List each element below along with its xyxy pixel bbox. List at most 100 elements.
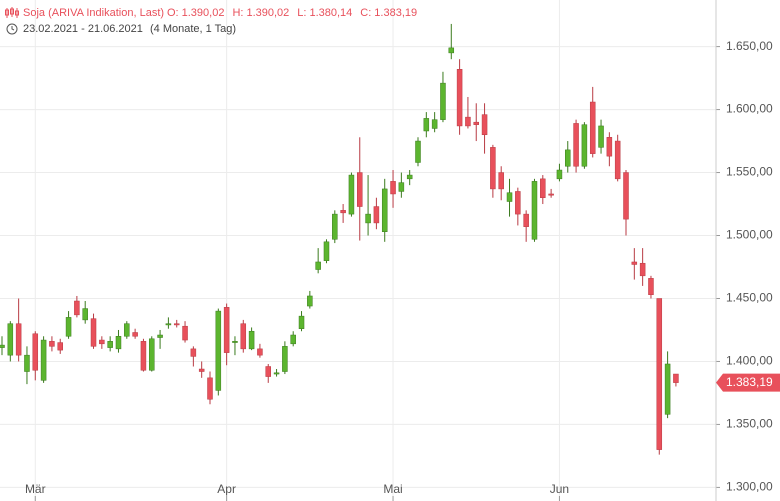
candle-body: [240, 323, 247, 350]
candle-body: [132, 332, 138, 337]
candle-body: [90, 318, 97, 347]
candle-body: [598, 125, 604, 148]
legend-value: 1.380,14: [309, 7, 352, 19]
candle-body: [332, 213, 338, 240]
candle-body: [107, 341, 113, 348]
y-tick-label: 1.300,00: [726, 480, 773, 494]
candle-body: [15, 323, 22, 356]
candle-body: [32, 333, 39, 371]
candle-body: [406, 174, 413, 180]
candle-body: [248, 330, 255, 350]
y-tick-label: 1.650,00: [726, 39, 773, 53]
y-tick-label: 1.600,00: [726, 102, 773, 116]
candle-body: [540, 178, 546, 198]
candle-body: [556, 169, 563, 180]
candle-body: [456, 69, 463, 127]
candle-body: [639, 262, 646, 277]
candle-body: [340, 210, 346, 214]
candle-body: [365, 213, 371, 224]
chart-icon: [5, 7, 19, 18]
candle-body: [589, 101, 596, 154]
candle-body: [198, 368, 205, 372]
candle-body: [581, 124, 588, 167]
candle-body: [531, 181, 538, 240]
candle-body: [473, 121, 479, 125]
candle-body: [173, 323, 180, 326]
y-tick-label: 1.350,00: [726, 417, 773, 431]
x-tick-label: Mär: [25, 482, 46, 496]
legend-label: O:: [167, 7, 179, 19]
candle-body: [82, 308, 88, 321]
candle-body: [673, 373, 679, 383]
candle-body: [223, 307, 230, 353]
candle-body: [115, 336, 122, 350]
candle-body: [481, 114, 488, 136]
candle-body: [124, 323, 130, 337]
candle-body: [74, 300, 80, 316]
grid: [0, 0, 716, 501]
legend-value: 1.383,19: [374, 7, 417, 19]
candle-body: [232, 341, 238, 343]
candle-body: [40, 339, 47, 381]
candle-body: [257, 348, 263, 356]
candle-body: [648, 278, 654, 295]
candle-body: [99, 339, 105, 345]
y-tick-label: 1.500,00: [726, 228, 773, 242]
candle-body: [515, 191, 521, 215]
candle-body: [65, 317, 72, 337]
legend-label: H:: [232, 7, 243, 19]
candle-body: [307, 295, 313, 307]
candle-body: [357, 172, 363, 207]
candle-body: [548, 193, 554, 196]
candle-body: [49, 341, 55, 347]
last-price-label: 1.383,19: [726, 375, 773, 389]
candle-body: [207, 377, 213, 400]
candle-body: [282, 346, 288, 372]
x-tick-label: Mai: [383, 482, 402, 496]
candle-body: [506, 192, 513, 202]
candle-body: [157, 334, 163, 338]
candle-body: [664, 363, 671, 415]
legend-label: L:: [297, 7, 306, 19]
candle-body: [298, 315, 305, 329]
candle-body: [315, 261, 321, 270]
legend-title: Soja (ARIVA Indikation, Last): [23, 7, 164, 19]
candle-body: [290, 334, 296, 345]
candle-body: [348, 174, 355, 215]
candle-body: [490, 147, 496, 190]
candle-body: [265, 366, 271, 377]
candle-body: [431, 119, 438, 129]
candle-body: [390, 181, 396, 195]
candle-body: [440, 82, 446, 120]
legend-value: 1.390,02: [246, 7, 289, 19]
candle-body: [465, 116, 471, 127]
candle-body: [498, 172, 504, 190]
period: (4 Monate, 1 Tag): [150, 23, 236, 35]
candle-body: [149, 338, 155, 371]
candle-body: [373, 206, 380, 224]
candle-body: [165, 323, 172, 326]
candle-body: [215, 310, 222, 391]
candle-body: [0, 344, 5, 348]
candle-body: [606, 137, 613, 157]
y-tick-label: 1.450,00: [726, 291, 773, 305]
header: Soja (ARIVA Indikation, Last) 23.02.2021…: [5, 7, 417, 35]
candle-body: [24, 354, 30, 372]
candle-body: [140, 341, 147, 371]
candle-body: [523, 213, 529, 227]
y-tick-label: 1.400,00: [726, 354, 773, 368]
legend-value: 1.390,02: [182, 7, 225, 19]
candle-body: [273, 372, 280, 375]
date-range: 23.02.2021 - 21.06.2021: [23, 23, 143, 35]
candle-body: [631, 261, 638, 265]
candle-body: [565, 149, 571, 167]
candle-body: [573, 123, 579, 167]
candle-body: [57, 342, 63, 351]
candle-body: [190, 348, 197, 357]
candle-body: [182, 325, 188, 341]
candle-body: [448, 47, 455, 54]
candle-body: [614, 140, 621, 180]
y-tick-label: 1.550,00: [726, 165, 773, 179]
last-price-marker: [716, 373, 780, 392]
